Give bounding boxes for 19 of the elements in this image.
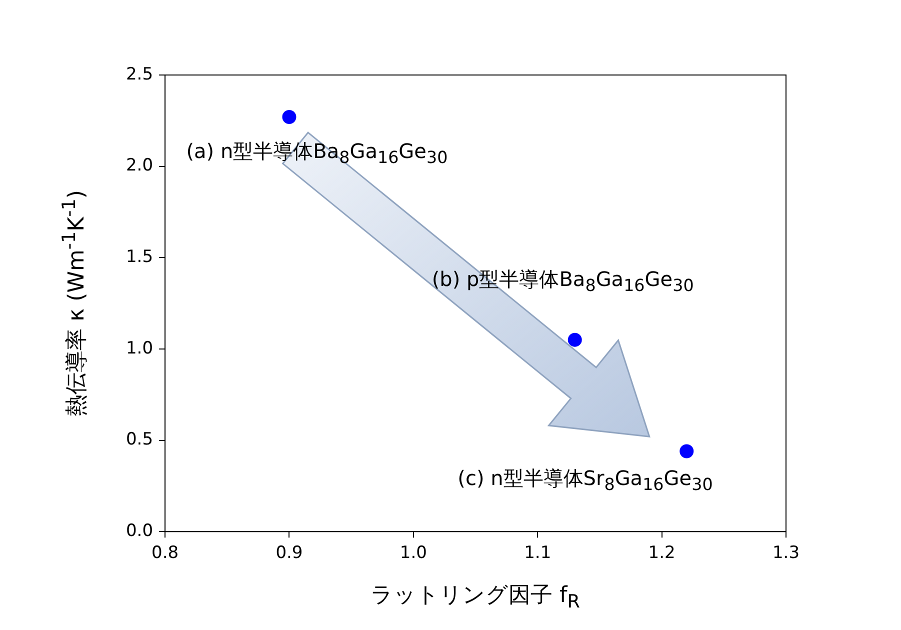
y-tick-label: 2.5 xyxy=(126,64,154,84)
y-tick-label: 1.5 xyxy=(126,247,154,268)
y-tick-label: 0.0 xyxy=(126,521,154,542)
x-axis-title: ラットリング因子 f$_{R}$ xyxy=(370,582,580,612)
x-tick-label: 1.1 xyxy=(524,543,552,564)
x-tick-label: 1.2 xyxy=(648,543,676,564)
y-tick-label: 1.0 xyxy=(126,338,154,358)
annotation: (c) n型半導体Sr$_{8}$Ga$_{16}$Ge$_{30}$ xyxy=(458,465,713,494)
x-tick-label: 1.3 xyxy=(772,543,800,564)
x-tick-label: 0.8 xyxy=(152,543,179,564)
y-tick-label: 0.5 xyxy=(126,430,154,450)
x-tick-label: 1.0 xyxy=(400,543,427,564)
annotation: (b) p型半導体Ba$_{8}$Ga$_{16}$Ge$_{30}$ xyxy=(432,266,694,295)
annotation: (a) n型半導体Ba$_{8}$Ga$_{16}$Ge$_{30}$ xyxy=(186,138,448,167)
point xyxy=(680,444,694,458)
x-tick-label: 0.9 xyxy=(276,543,303,564)
point xyxy=(568,332,582,347)
y-tick-label: 2.0 xyxy=(126,156,154,176)
point xyxy=(282,110,296,124)
